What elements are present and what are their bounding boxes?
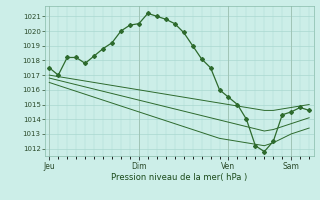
- X-axis label: Pression niveau de la mer( hPa ): Pression niveau de la mer( hPa ): [111, 173, 247, 182]
